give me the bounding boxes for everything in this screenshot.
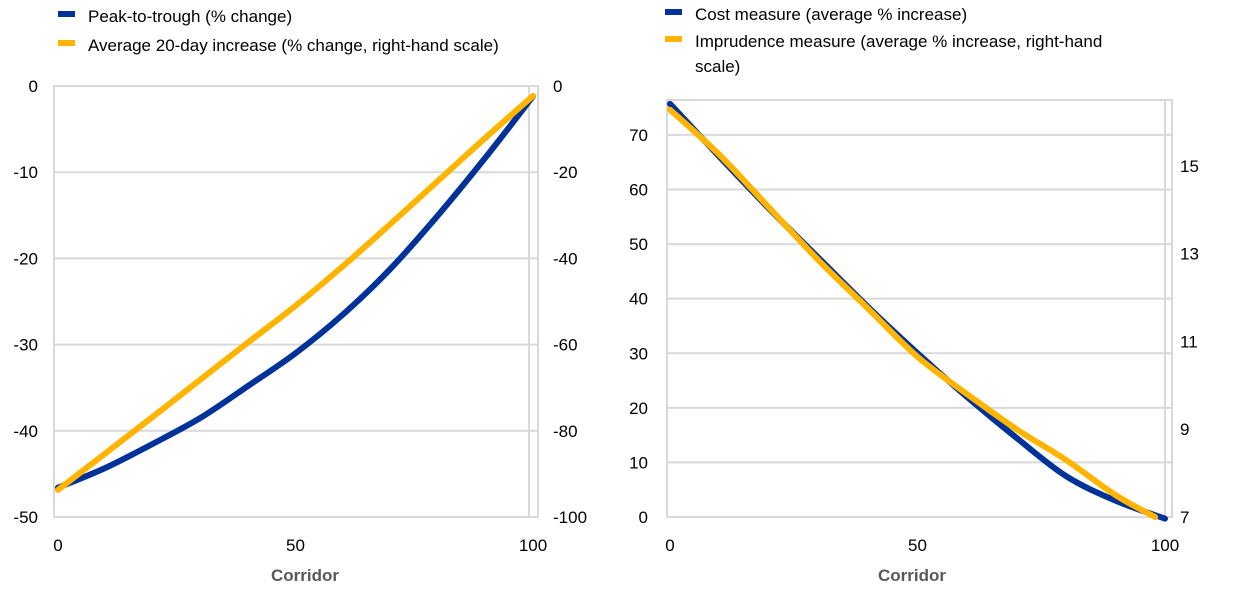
right-y-tick-label: -60 [553, 336, 578, 355]
x-tick-label: 50 [286, 536, 305, 555]
left-y-tick-label: 70 [629, 126, 648, 145]
series-line-1 [667, 100, 1168, 522]
x-tick-label: 100 [519, 536, 547, 555]
legend-swatch-2 [665, 36, 682, 42]
left-y-tick-label: -10 [13, 163, 38, 182]
x-axis-label: Corridor [878, 566, 946, 585]
right-y-tick-label: 7 [1180, 508, 1189, 527]
x-tick-label: 0 [665, 536, 674, 555]
left-y-tick-label: 60 [629, 181, 648, 200]
x-tick-label: 50 [908, 536, 927, 555]
right-y-tick-label: 13 [1180, 245, 1199, 264]
chart-1: 0 -10 -20 -30 -40 -50 0 -20 -40 -60 -80 -100 0 50 100 C… [13, 7, 587, 585]
legend-label-1: Peak-to-trough (% change) [88, 7, 292, 26]
legend-label-2: scale) [695, 57, 740, 76]
left-y-tick-label: -40 [13, 422, 38, 441]
legend-label-2: Average 20-day increase (% change, right… [88, 36, 499, 55]
x-tick-label: 0 [53, 536, 62, 555]
left-y-tick-label: 40 [629, 290, 648, 309]
right-y-tick-label: 9 [1180, 420, 1189, 439]
x-tick-label: 100 [1151, 536, 1179, 555]
left-y-tick-label: -30 [13, 336, 38, 355]
plot-frame [666, 99, 1173, 518]
left-y-tick-label: -20 [13, 249, 38, 268]
legend-swatch-1 [665, 9, 682, 15]
legend-swatch-1 [58, 11, 75, 17]
left-y-tick-label: -50 [13, 508, 38, 527]
right-y-tick-label: 15 [1180, 157, 1199, 176]
x-axis-label: Corridor [271, 566, 339, 585]
left-y-tick-label: 0 [639, 508, 648, 527]
series-line-2 [55, 92, 536, 493]
legend-label-2: Imprudence measure (average % increase, … [695, 32, 1102, 51]
chart-2: 0 10 20 30 40 50 60 70 7 9 11 13 15 0 50 100 Corridor Cos… [629, 5, 1199, 585]
series-line-2 [667, 106, 1159, 520]
right-y-tick-label: -100 [553, 508, 587, 527]
right-y-tick-label: -20 [553, 163, 578, 182]
left-y-tick-label: 30 [629, 344, 648, 363]
left-y-tick-label: 20 [629, 399, 648, 418]
left-y-tick-label: 0 [29, 77, 38, 96]
series-line-1 [55, 93, 536, 491]
legend-label-1: Cost measure (average % increase) [695, 5, 967, 24]
plot-frame [53, 85, 539, 518]
right-y-tick-label: -40 [553, 249, 578, 268]
left-y-tick-label: 10 [629, 453, 648, 472]
legend-swatch-2 [58, 40, 75, 46]
right-y-tick-label: 0 [553, 77, 562, 96]
left-y-tick-label: 50 [629, 235, 648, 254]
right-y-tick-label: -80 [553, 422, 578, 441]
right-y-tick-label: 11 [1180, 332, 1198, 351]
